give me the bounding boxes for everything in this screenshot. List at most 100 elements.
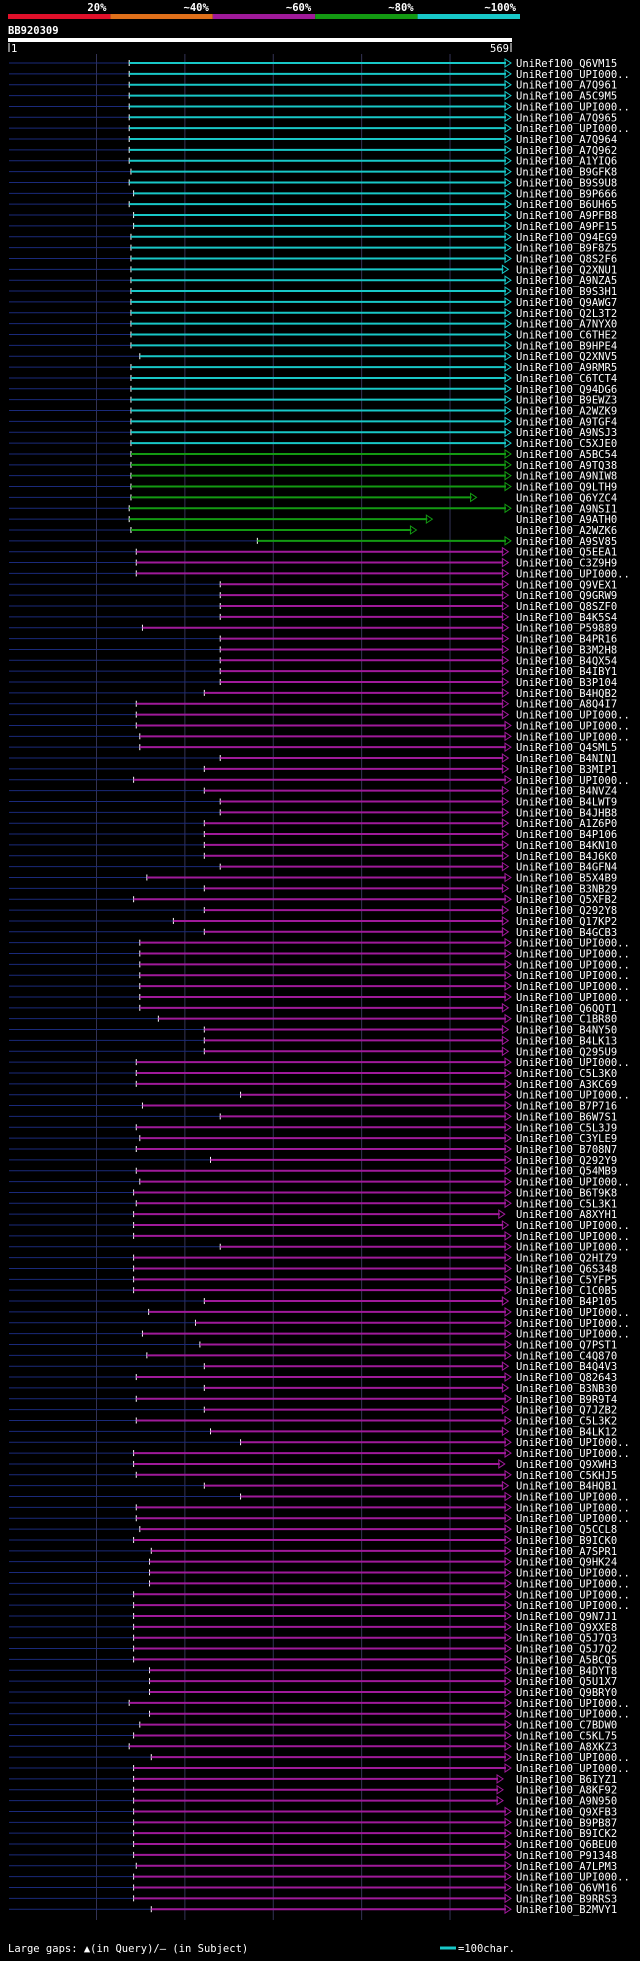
hit-label[interactable]: UniRef100_A7Q961 bbox=[516, 80, 617, 92]
hit-label[interactable]: UniRef100_B3NB30 bbox=[516, 1383, 617, 1395]
hit-label[interactable]: UniRef100_UPI000.. bbox=[516, 1437, 630, 1449]
hit-label[interactable]: UniRef100_B4HQB2 bbox=[516, 688, 617, 700]
hit-label[interactable]: UniRef100_B9S3H1 bbox=[516, 286, 617, 298]
hit-label[interactable]: UniRef100_B3MIP1 bbox=[516, 764, 617, 776]
hit-label[interactable]: UniRef100_UPI000.. bbox=[516, 1307, 630, 1319]
hit-label[interactable]: UniRef100_UPI000.. bbox=[516, 1872, 630, 1884]
hit-label[interactable]: UniRef100_A9PFB8 bbox=[516, 210, 617, 222]
hit-label[interactable]: UniRef100_Q7PST1 bbox=[516, 1339, 617, 1351]
hit-label[interactable]: UniRef100_B4LK12 bbox=[516, 1426, 617, 1438]
hit-label[interactable]: UniRef100_B4J6K0 bbox=[516, 851, 617, 863]
hit-label[interactable]: UniRef100_UPI000.. bbox=[516, 970, 630, 982]
hit-label[interactable]: UniRef100_UPI000.. bbox=[516, 1709, 630, 1721]
hit-label[interactable]: UniRef100_Q2XNV5 bbox=[516, 351, 617, 363]
hit-label[interactable]: UniRef100_UPI000.. bbox=[516, 959, 630, 971]
hit-label[interactable]: UniRef100_UPI000.. bbox=[516, 731, 630, 743]
hit-label[interactable]: UniRef100_A9NIW8 bbox=[516, 471, 617, 483]
hit-label[interactable]: UniRef100_B4LWT9 bbox=[516, 796, 617, 808]
hit-label[interactable]: UniRef100_B4KN10 bbox=[516, 840, 617, 852]
hit-label[interactable]: UniRef100_C5XJE0 bbox=[516, 438, 617, 450]
hit-label[interactable]: UniRef100_UPI000.. bbox=[516, 69, 630, 81]
hit-label[interactable]: UniRef100_A9TGF4 bbox=[516, 416, 617, 428]
hit-label[interactable]: UniRef100_UPI000.. bbox=[516, 1242, 630, 1254]
hit-label[interactable]: UniRef100_A5C9M5 bbox=[516, 91, 617, 103]
hit-label[interactable]: UniRef100_Q9HK24 bbox=[516, 1557, 617, 1569]
hit-label[interactable]: UniRef100_C3YLE9 bbox=[516, 1133, 617, 1145]
hit-label[interactable]: UniRef100_B4GFN4 bbox=[516, 862, 617, 874]
hit-label[interactable]: UniRef100_UPI000.. bbox=[516, 1231, 630, 1243]
hit-label[interactable]: UniRef100_UPI000.. bbox=[516, 938, 630, 950]
hit-label[interactable]: UniRef100_B5X4B9 bbox=[516, 873, 617, 885]
hit-label[interactable]: UniRef100_UPI000.. bbox=[516, 1177, 630, 1189]
hit-label[interactable]: UniRef100_B4K5S4 bbox=[516, 612, 617, 624]
hit-label[interactable]: UniRef100_C5KHJ5 bbox=[516, 1470, 617, 1482]
hit-label[interactable]: UniRef100_Q5J7Q3 bbox=[516, 1633, 617, 1645]
hit-label[interactable]: UniRef100_B9HPE4 bbox=[516, 340, 617, 352]
hit-label[interactable]: UniRef100_B708N7 bbox=[516, 1144, 617, 1156]
hit-label[interactable]: UniRef100_Q7JZB2 bbox=[516, 1405, 617, 1417]
hit-label[interactable]: UniRef100_C5YFP5 bbox=[516, 1274, 617, 1286]
hit-label[interactable]: UniRef100_UPI000.. bbox=[516, 1568, 630, 1580]
hit-label[interactable]: UniRef100_B9PB87 bbox=[516, 1817, 617, 1829]
hit-label[interactable]: UniRef100_B4NVZ4 bbox=[516, 786, 617, 798]
hit-label[interactable]: UniRef100_Q5EEA1 bbox=[516, 547, 617, 559]
hit-label[interactable]: UniRef100_Q9BRY0 bbox=[516, 1687, 617, 1699]
hit-label[interactable]: UniRef100_UPI000.. bbox=[516, 1329, 630, 1341]
hit-label[interactable]: UniRef100_B6UH65 bbox=[516, 199, 617, 211]
hit-label[interactable]: UniRef100_UPI000.. bbox=[516, 949, 630, 961]
hit-label[interactable]: UniRef100_B4GCB3 bbox=[516, 927, 617, 939]
hit-label[interactable]: UniRef100_B3NB29 bbox=[516, 883, 617, 895]
hit-label[interactable]: UniRef100_A5BCQ5 bbox=[516, 1654, 617, 1666]
hit-label[interactable]: UniRef100_C7BDW0 bbox=[516, 1720, 617, 1732]
hit-label[interactable]: UniRef100_A9SV85 bbox=[516, 536, 617, 548]
hit-label[interactable]: UniRef100_UPI000.. bbox=[516, 123, 630, 135]
hit-label[interactable]: UniRef100_UPI000.. bbox=[516, 1502, 630, 1514]
hit-label[interactable]: UniRef100_B6W7S1 bbox=[516, 1111, 617, 1123]
hit-label[interactable]: UniRef100_A3KC69 bbox=[516, 1079, 617, 1091]
hit-label[interactable]: UniRef100_B3P104 bbox=[516, 677, 617, 689]
hit-label[interactable]: UniRef100_B9RRS3 bbox=[516, 1893, 617, 1905]
hit-label[interactable]: UniRef100_UPI000.. bbox=[516, 101, 630, 113]
hit-label[interactable]: UniRef100_UPI000.. bbox=[516, 1057, 630, 1069]
hit-label[interactable]: UniRef100_B6IYZ1 bbox=[516, 1774, 617, 1786]
hit-label[interactable]: UniRef100_B4P106 bbox=[516, 829, 617, 841]
hit-label[interactable]: UniRef100_B4P105 bbox=[516, 1296, 617, 1308]
hit-label[interactable]: UniRef100_A7Q962 bbox=[516, 145, 617, 157]
hit-label[interactable]: UniRef100_Q2L3T2 bbox=[516, 308, 617, 320]
hit-label[interactable]: UniRef100_A7Q965 bbox=[516, 112, 617, 124]
hit-label[interactable]: UniRef100_Q9AWG7 bbox=[516, 297, 617, 309]
hit-label[interactable]: UniRef100_Q94DG6 bbox=[516, 384, 617, 396]
hit-label[interactable]: UniRef100_C5KL75 bbox=[516, 1730, 617, 1742]
hit-label[interactable]: UniRef100_Q9XWH3 bbox=[516, 1459, 617, 1471]
hit-label[interactable]: UniRef100_A8Q4I7 bbox=[516, 699, 617, 711]
hit-label[interactable]: UniRef100_Q2XNU1 bbox=[516, 264, 617, 276]
hit-label[interactable]: UniRef100_A7NYX0 bbox=[516, 319, 617, 331]
hit-label[interactable]: UniRef100_UPI000.. bbox=[516, 1513, 630, 1525]
hit-label[interactable]: UniRef100_B4IBY1 bbox=[516, 666, 617, 678]
hit-label[interactable]: UniRef100_UPI000.. bbox=[516, 1090, 630, 1102]
hit-label[interactable]: UniRef100_B9GFK8 bbox=[516, 167, 617, 179]
hit-label[interactable]: UniRef100_Q6QQT1 bbox=[516, 1003, 617, 1015]
hit-label[interactable]: UniRef100_B4JHB8 bbox=[516, 807, 617, 819]
hit-label[interactable]: UniRef100_Q9XFB3 bbox=[516, 1806, 617, 1818]
hit-label[interactable]: UniRef100_A9NSJ3 bbox=[516, 427, 617, 439]
hit-label[interactable]: UniRef100_UPI000.. bbox=[516, 1698, 630, 1710]
hit-label[interactable]: UniRef100_UPI000.. bbox=[516, 775, 630, 787]
hit-label[interactable]: UniRef100_B4DYT8 bbox=[516, 1665, 617, 1677]
hit-label[interactable]: UniRef100_B3M2H8 bbox=[516, 644, 617, 656]
hit-label[interactable]: UniRef100_A1YIQ6 bbox=[516, 156, 617, 168]
hit-label[interactable]: UniRef100_A2WZK9 bbox=[516, 406, 617, 418]
hit-label[interactable]: UniRef100_A7SPR1 bbox=[516, 1546, 617, 1558]
hit-label[interactable]: UniRef100_Q82643 bbox=[516, 1372, 617, 1384]
hit-label[interactable]: UniRef100_Q8SZF0 bbox=[516, 601, 617, 613]
hit-label[interactable]: UniRef100_Q9VEX1 bbox=[516, 579, 617, 591]
hit-label[interactable]: UniRef100_C6THE2 bbox=[516, 330, 617, 342]
hit-label[interactable]: UniRef100_Q292Y9 bbox=[516, 1155, 617, 1167]
hit-label[interactable]: UniRef100_Q6BEU0 bbox=[516, 1839, 617, 1851]
hit-label[interactable]: UniRef100_A9PF15 bbox=[516, 221, 617, 233]
hit-label[interactable]: UniRef100_Q5J7Q2 bbox=[516, 1644, 617, 1656]
hit-label[interactable]: UniRef100_Q17KP2 bbox=[516, 916, 617, 928]
hit-label[interactable]: UniRef100_UPI000.. bbox=[516, 720, 630, 732]
hit-label[interactable]: UniRef100_Q292Y8 bbox=[516, 905, 617, 917]
hit-label[interactable]: UniRef100_P59889 bbox=[516, 623, 617, 635]
